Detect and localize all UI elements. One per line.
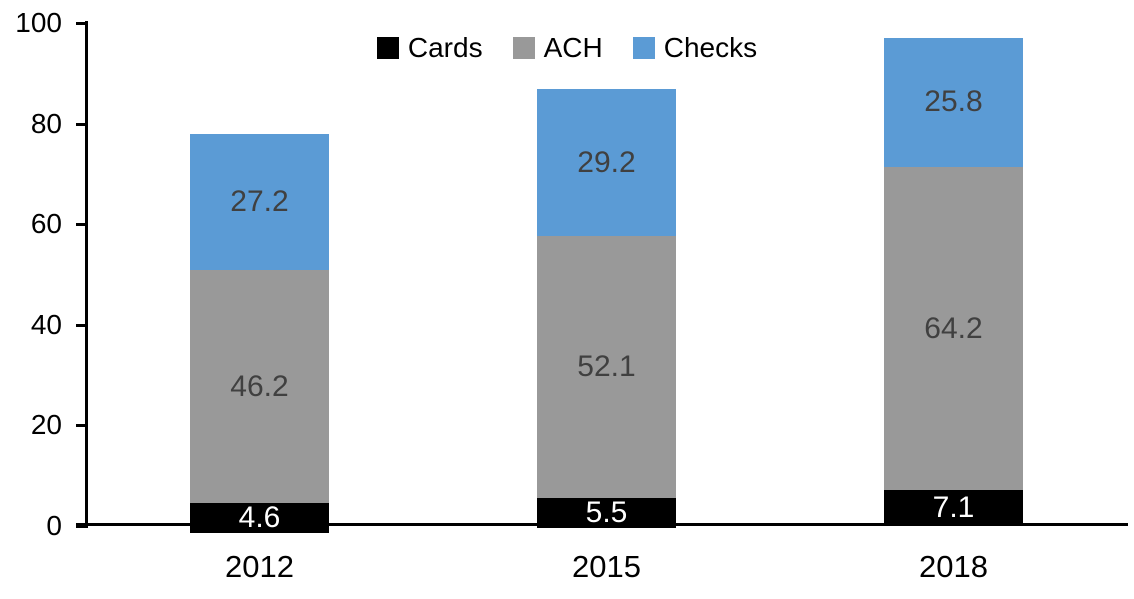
legend-item-checks: Checks	[632, 32, 758, 63]
bar-2012: 27.2 46.2 4.6	[190, 133, 329, 533]
bar-segment-value: 5.5	[585, 496, 628, 530]
bar-segment-checks: 25.8	[884, 37, 1023, 168]
bar-segment-cards: 5.5	[537, 496, 676, 530]
y-axis-tick-label: 0	[46, 510, 62, 541]
legend-swatch-ach-icon	[512, 37, 535, 59]
bar-segment-value: 27.2	[230, 185, 289, 219]
bar-segment-value: 7.1	[932, 491, 975, 525]
bar-segment-checks: 27.2	[190, 133, 329, 271]
y-axis-tick	[76, 323, 88, 327]
bar-segment-value: 29.2	[577, 145, 636, 179]
y-axis-tick	[76, 525, 88, 528]
y-axis-line	[85, 21, 88, 527]
bar-segment-cards: 7.1	[884, 490, 1023, 526]
legend-label: Checks	[663, 32, 758, 63]
bar-segment-checks: 29.2	[537, 89, 676, 237]
x-category-label-2015: 2015	[572, 549, 641, 584]
y-axis-tick-label: 40	[30, 308, 62, 340]
bar-segment-cards: 4.6	[190, 500, 329, 534]
y-axis-tick	[76, 223, 88, 227]
bar-segment-ach: 46.2	[190, 270, 329, 503]
legend-swatch-cards-icon	[376, 37, 399, 59]
bar-segment-value: 25.8	[924, 85, 983, 119]
bar-segment-value: 52.1	[577, 350, 636, 384]
x-category-label-2018: 2018	[919, 549, 988, 584]
legend-item-ach: ACH	[512, 32, 603, 63]
y-axis-tick-label: 80	[30, 107, 62, 139]
y-axis-tick-label: 60	[30, 208, 62, 240]
y-axis-tick-label: 100	[15, 7, 62, 38]
legend-swatch-checks-icon	[632, 37, 655, 59]
legend-label: ACH	[543, 32, 603, 63]
bar-2018: 25.8 64.2 7.1	[884, 37, 1023, 526]
y-axis-tick	[76, 122, 88, 126]
bar-segment-ach: 52.1	[537, 236, 676, 499]
chart-legend: Cards ACH Checks	[0, 34, 1134, 62]
bar-segment-value: 4.6	[238, 500, 281, 534]
y-axis-tick	[76, 424, 88, 428]
y-axis-tick-label: 20	[30, 409, 62, 441]
x-category-label-2012: 2012	[225, 549, 294, 584]
legend-label: Cards	[407, 32, 483, 63]
y-axis-tick	[76, 22, 88, 25]
bar-segment-ach: 64.2	[884, 167, 1023, 491]
bar-segment-value: 46.2	[230, 369, 289, 403]
legend-item-cards: Cards	[376, 32, 483, 63]
bar-segment-value: 64.2	[924, 311, 983, 345]
bar-2015: 29.2 52.1 5.5	[537, 89, 676, 530]
